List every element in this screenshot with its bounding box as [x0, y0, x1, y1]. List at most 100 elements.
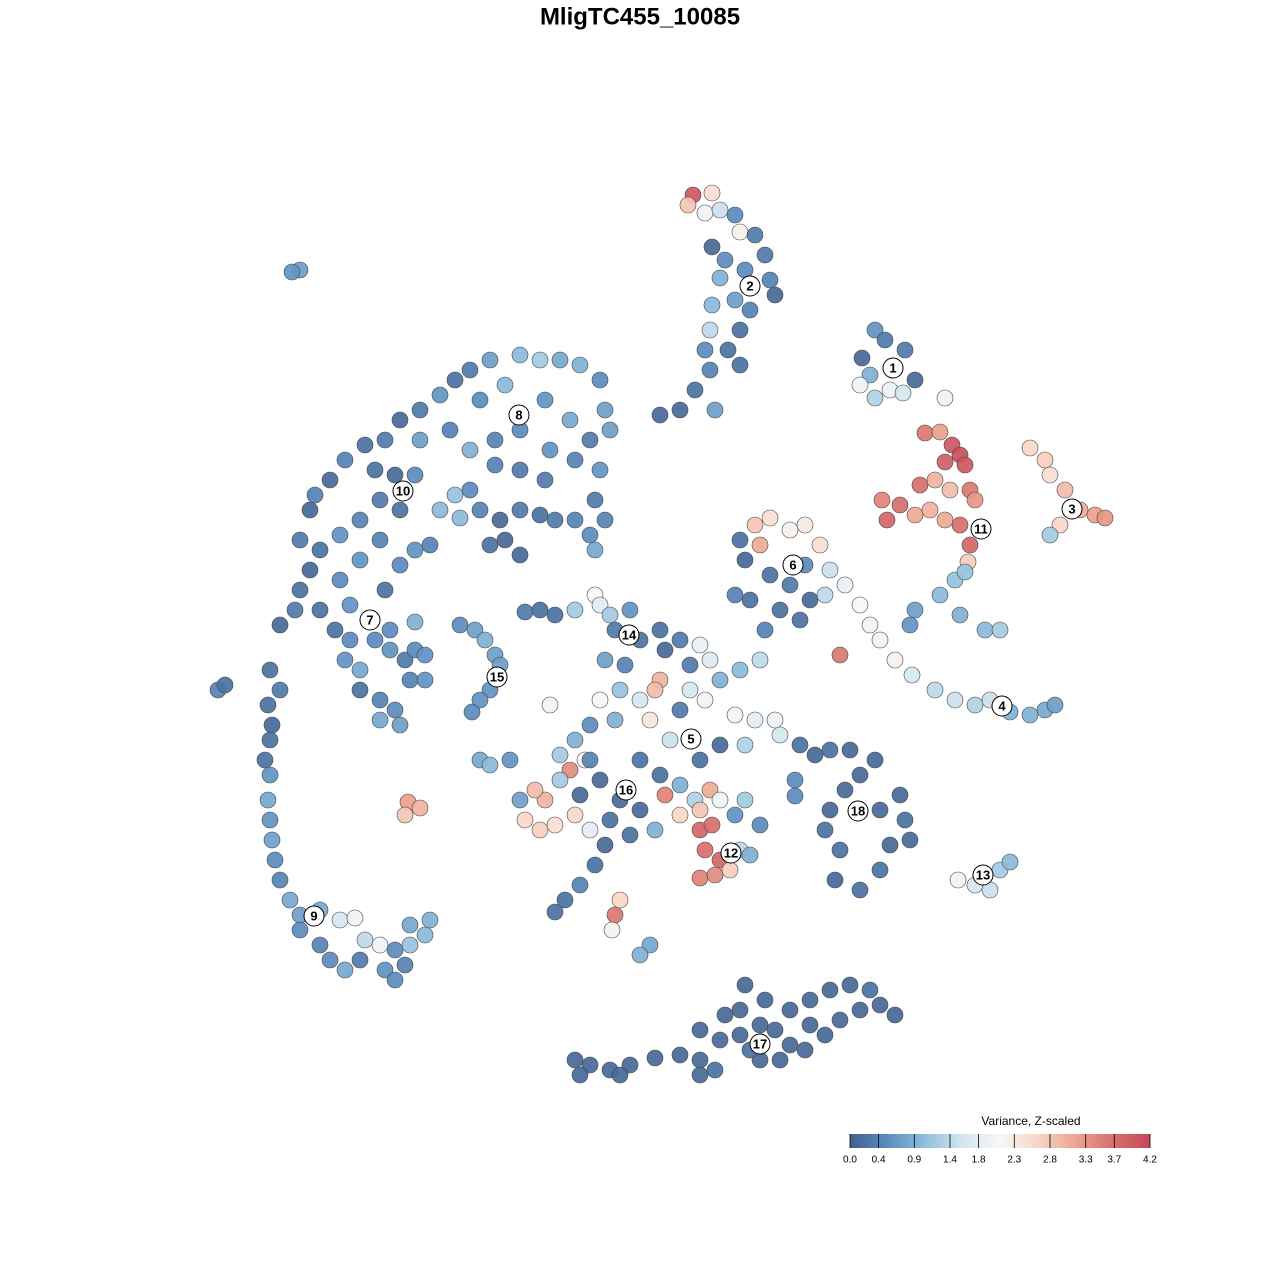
point — [761, 566, 779, 584]
point — [546, 903, 564, 921]
point — [711, 1031, 729, 1049]
cluster-label: 16 — [619, 782, 633, 797]
point — [781, 576, 799, 594]
point — [651, 621, 669, 639]
point — [631, 801, 649, 819]
point — [951, 516, 969, 534]
point — [701, 361, 719, 379]
point — [671, 776, 689, 794]
point — [501, 751, 519, 769]
point — [851, 881, 869, 899]
point — [391, 411, 409, 429]
point — [566, 806, 584, 824]
point — [761, 509, 779, 527]
point — [546, 511, 564, 529]
point — [656, 641, 674, 659]
point — [671, 631, 689, 649]
colorbar-tick-label: 0.9 — [907, 1155, 921, 1166]
cluster-marker — [749, 1033, 771, 1055]
point — [761, 271, 779, 289]
colorbar-tick-label: 1.4 — [943, 1155, 957, 1166]
point — [386, 701, 404, 719]
point — [531, 601, 549, 619]
point — [806, 746, 824, 764]
point — [756, 991, 774, 1009]
point — [386, 971, 404, 989]
point — [336, 961, 354, 979]
point — [646, 821, 664, 839]
point — [781, 1001, 799, 1019]
point — [541, 696, 559, 714]
point — [821, 561, 839, 579]
cluster-label: 1 — [889, 360, 896, 375]
point — [471, 691, 489, 709]
point — [566, 511, 584, 529]
point — [1021, 706, 1039, 724]
point — [866, 321, 884, 339]
colorbar-tick-label: 3.3 — [1079, 1155, 1093, 1166]
point — [526, 781, 544, 799]
point — [461, 361, 479, 379]
point — [766, 286, 784, 304]
point — [746, 516, 764, 534]
point — [511, 501, 529, 519]
point — [341, 631, 359, 649]
point — [401, 916, 419, 934]
point — [531, 351, 549, 369]
cluster-marker — [1061, 498, 1083, 520]
point — [1051, 516, 1069, 534]
point — [836, 781, 854, 799]
point — [586, 541, 604, 559]
point — [1036, 451, 1054, 469]
point — [591, 461, 609, 479]
point — [536, 471, 554, 489]
point — [463, 703, 481, 721]
cluster-marker — [615, 779, 637, 801]
point — [311, 936, 329, 954]
point — [606, 906, 624, 924]
point — [861, 981, 879, 999]
point — [271, 616, 289, 634]
point — [641, 936, 659, 954]
point — [691, 751, 709, 769]
point — [376, 581, 394, 599]
point — [631, 691, 649, 709]
point — [263, 831, 281, 849]
point — [641, 711, 659, 729]
point — [351, 511, 369, 529]
point — [731, 1026, 749, 1044]
cluster-marker — [508, 404, 530, 426]
point — [826, 871, 844, 889]
point — [751, 651, 769, 669]
point — [731, 1001, 749, 1019]
cluster-label: 9 — [310, 908, 317, 923]
point — [611, 891, 629, 909]
cluster-marker — [970, 518, 992, 540]
point — [719, 341, 737, 359]
point — [1041, 466, 1059, 484]
point — [259, 696, 277, 714]
point — [581, 1056, 599, 1074]
point — [716, 251, 734, 269]
point — [591, 691, 609, 709]
point — [941, 481, 959, 499]
point — [886, 1006, 904, 1024]
point — [871, 801, 889, 819]
point — [551, 351, 569, 369]
point — [1041, 526, 1059, 544]
point — [551, 746, 569, 764]
point — [853, 349, 871, 367]
point — [796, 516, 814, 534]
point — [516, 603, 534, 621]
point — [591, 771, 609, 789]
point — [741, 846, 759, 864]
point — [801, 991, 819, 1009]
point — [726, 206, 744, 224]
cluster-label: 14 — [622, 627, 637, 642]
point — [496, 531, 514, 549]
point — [741, 591, 759, 609]
point — [591, 371, 609, 389]
point — [546, 816, 564, 834]
cluster-marker — [882, 357, 904, 379]
